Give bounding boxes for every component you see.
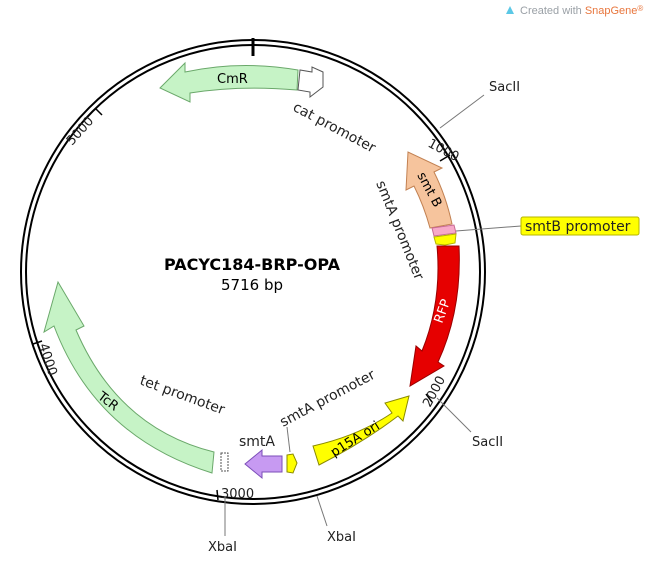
cat-promoter-label: cat promoter	[290, 99, 378, 156]
tet-promoter-label: tet promoter	[138, 373, 227, 419]
feature-cat-promoter[interactable]: cat promoter	[290, 66, 378, 156]
plasmid-length: 5716 bp	[221, 276, 283, 294]
feature-smtb[interactable]: smt B	[405, 151, 453, 229]
smta-label: smtA	[239, 434, 275, 450]
feature-cmr[interactable]: CmR	[159, 61, 299, 103]
snapgene-logo-icon	[506, 6, 514, 14]
site-sacii-bottom: SacII	[472, 435, 503, 450]
feature-smtb-promoter[interactable]: smtB promoter	[431, 216, 640, 237]
plasmid-backbone	[20, 38, 486, 505]
site-xbai-right: XbaI	[327, 530, 356, 545]
snapgene-branding: Created with SnapGene®	[506, 4, 643, 17]
plasmid-name: PACYC184-BRP-OPA	[164, 255, 341, 274]
feature-tcr[interactable]: TcR	[43, 280, 215, 474]
branding-name: SnapGene	[585, 5, 638, 17]
restriction-sites: SacII SacII XbaI XbaI	[208, 80, 520, 555]
plasmid-title: PACYC184-BRP-OPA 5716 bp	[164, 255, 341, 294]
smta-promoter-lower-label: smtA promoter	[277, 367, 378, 431]
smtb-promoter-callout	[520, 216, 640, 236]
feature-rfp[interactable]: RFP	[409, 245, 460, 387]
feature-smta[interactable]: smtA	[239, 434, 283, 480]
cmr-label: CmR	[217, 72, 248, 87]
tick-3000: 3000	[221, 487, 254, 502]
smtb-promoter-label: smtB promoter	[525, 219, 631, 235]
site-xbai-left: XbaI	[208, 540, 237, 555]
site-sacii-top: SacII	[489, 80, 520, 95]
svg-text:Created with SnapGene®: Created with SnapGene®	[520, 4, 643, 17]
branding-mark: ®	[637, 4, 643, 13]
branding-prefix: Created with	[520, 5, 585, 17]
